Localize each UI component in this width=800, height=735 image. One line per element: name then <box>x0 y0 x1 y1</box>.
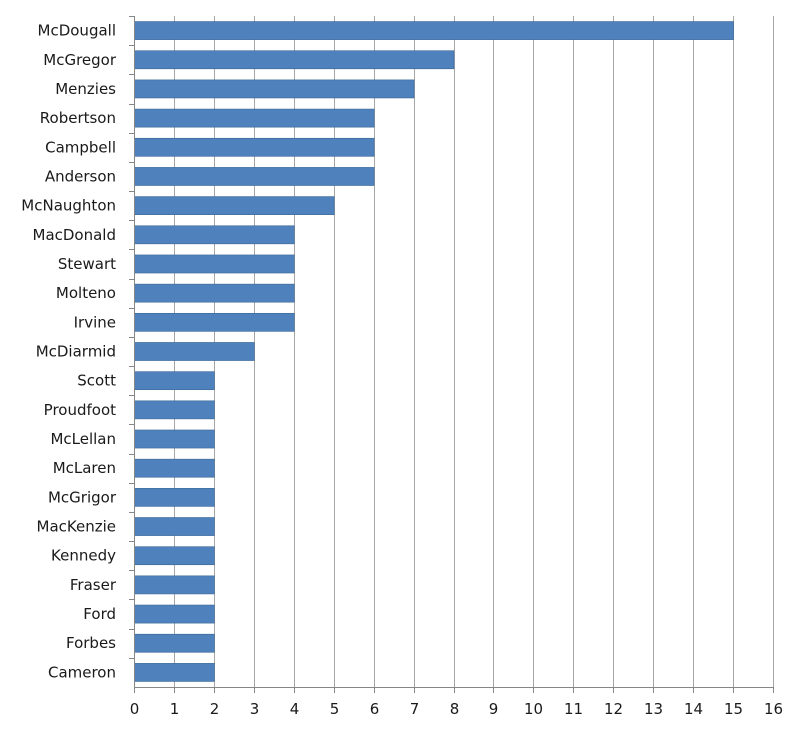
x-tick-label: 7 <box>410 700 420 718</box>
bar <box>134 108 375 128</box>
category-label: Molteno <box>56 284 116 302</box>
category-label: Campbell <box>45 138 116 156</box>
x-tick-label: 5 <box>330 700 340 718</box>
x-tick-label: 0 <box>130 700 140 718</box>
bar <box>134 342 255 361</box>
bar <box>134 167 375 186</box>
bar <box>134 137 375 157</box>
category-label: McLellan <box>50 430 116 448</box>
category-label: Kennedy <box>51 547 116 565</box>
category-label: Fraser <box>70 576 117 594</box>
bar <box>134 663 215 682</box>
bar <box>134 254 295 274</box>
category-label: Forbes <box>66 634 116 652</box>
category-label: MacDonald <box>33 226 117 244</box>
bar <box>134 633 215 653</box>
category-label: Stewart <box>58 255 116 273</box>
bar <box>134 283 295 303</box>
bar <box>134 429 215 449</box>
x-tick-label: 8 <box>450 700 460 718</box>
x-tick-label: 1 <box>170 700 180 718</box>
category-label: Cameron <box>48 663 116 681</box>
category-label: McDiarmid <box>36 343 116 361</box>
bar <box>134 312 295 332</box>
category-label: McNaughton <box>21 197 116 215</box>
x-tick-label: 15 <box>724 700 743 718</box>
tick-labels: 0 1 2 3 4 5 6 7 8 9 10 11 12 13 14 15 16 <box>130 700 783 718</box>
x-tick-label: 10 <box>524 700 543 718</box>
bar <box>134 604 215 624</box>
x-tick-label: 4 <box>290 700 300 718</box>
category-label: McDougall <box>38 22 116 40</box>
bar <box>134 400 215 420</box>
x-tick-label: 14 <box>684 700 703 718</box>
category-label: McGregor <box>43 51 117 69</box>
x-tick-label: 16 <box>764 700 783 718</box>
x-tick-label: 3 <box>250 700 260 718</box>
bar <box>134 546 215 566</box>
grid-lines <box>174 16 774 687</box>
category-label: Scott <box>77 372 116 390</box>
category-label: Menzies <box>55 80 116 98</box>
x-tick-label: 13 <box>644 700 663 718</box>
x-tick-label: 12 <box>604 700 623 718</box>
bar <box>134 50 455 70</box>
bar <box>134 575 215 595</box>
bar <box>134 488 215 507</box>
category-label: McLaren <box>53 459 116 477</box>
axes <box>129 16 774 693</box>
bar <box>134 225 295 245</box>
x-tick-label: 2 <box>210 700 220 718</box>
category-labels: McDougall McGregor Menzies Robertson Campbel… <box>21 22 117 682</box>
bar <box>134 196 335 215</box>
category-label: Anderson <box>45 167 116 185</box>
bar <box>134 21 734 40</box>
x-tick-label: 6 <box>370 700 380 718</box>
category-label: Irvine <box>74 313 116 331</box>
x-tick-label: 11 <box>564 700 583 718</box>
category-label: Proudfoot <box>44 401 116 419</box>
category-label: McGrigor <box>48 488 117 506</box>
bar <box>134 517 215 536</box>
x-tick-label: 9 <box>489 700 499 718</box>
bar <box>134 458 215 478</box>
category-label: Ford <box>83 605 116 623</box>
bar <box>134 79 415 99</box>
bars <box>134 21 734 682</box>
bar <box>134 371 215 391</box>
category-label: Robertson <box>40 109 116 127</box>
category-label: MacKenzie <box>37 518 116 536</box>
